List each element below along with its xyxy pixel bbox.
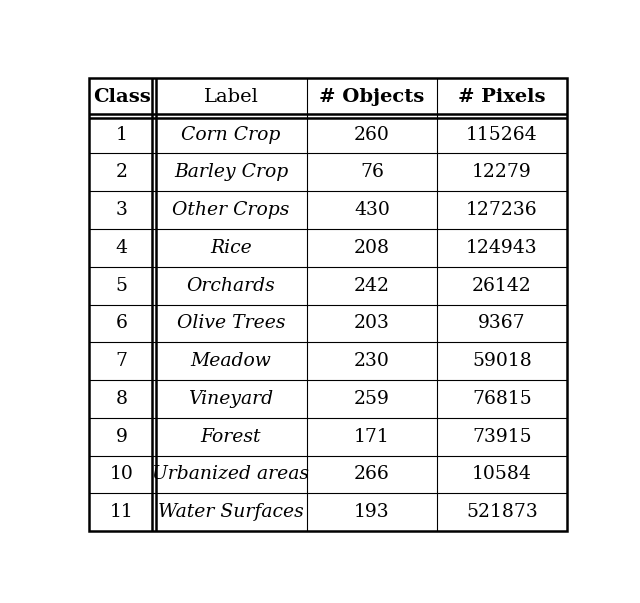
Text: Olive Trees: Olive Trees <box>177 314 285 332</box>
Text: 260: 260 <box>354 125 390 144</box>
Text: 521873: 521873 <box>466 504 538 521</box>
Text: # Objects: # Objects <box>319 88 424 106</box>
Text: Forest: Forest <box>201 428 261 446</box>
Text: Rice: Rice <box>210 239 252 257</box>
Text: 7: 7 <box>116 352 128 370</box>
Text: Label: Label <box>204 88 259 106</box>
Text: 203: 203 <box>354 314 390 332</box>
Text: Class: Class <box>93 88 150 106</box>
Text: # Pixels: # Pixels <box>458 88 545 106</box>
Text: 9: 9 <box>116 428 127 446</box>
Text: 10584: 10584 <box>472 466 532 484</box>
Text: 193: 193 <box>354 504 390 521</box>
Text: 11: 11 <box>110 504 134 521</box>
Text: 259: 259 <box>354 390 390 408</box>
Text: 12279: 12279 <box>472 163 532 182</box>
Text: 2: 2 <box>116 163 128 182</box>
Text: 59018: 59018 <box>472 352 532 370</box>
Text: 430: 430 <box>354 201 390 219</box>
Text: Barley Crop: Barley Crop <box>174 163 288 182</box>
Text: 208: 208 <box>354 239 390 257</box>
Text: 3: 3 <box>116 201 127 219</box>
Text: 9367: 9367 <box>478 314 525 332</box>
Text: Meadow: Meadow <box>191 352 271 370</box>
Text: 4: 4 <box>116 239 128 257</box>
Text: 10: 10 <box>109 466 134 484</box>
Text: 5: 5 <box>116 277 128 295</box>
Text: 115264: 115264 <box>466 125 538 144</box>
Text: 242: 242 <box>354 277 390 295</box>
Text: 6: 6 <box>116 314 127 332</box>
Text: 76815: 76815 <box>472 390 532 408</box>
Text: Vineyard: Vineyard <box>188 390 273 408</box>
Text: 127236: 127236 <box>466 201 538 219</box>
Text: Urbanized areas: Urbanized areas <box>152 466 309 484</box>
Text: Water Surfaces: Water Surfaces <box>158 504 304 521</box>
Text: 1: 1 <box>116 125 127 144</box>
Text: Other Crops: Other Crops <box>172 201 290 219</box>
Text: 124943: 124943 <box>466 239 538 257</box>
Text: 76: 76 <box>360 163 384 182</box>
Text: Corn Crop: Corn Crop <box>181 125 280 144</box>
Text: 230: 230 <box>354 352 390 370</box>
Text: 73915: 73915 <box>472 428 532 446</box>
Text: 26142: 26142 <box>472 277 532 295</box>
Text: Orchards: Orchards <box>187 277 275 295</box>
Text: 266: 266 <box>354 466 390 484</box>
Text: 171: 171 <box>354 428 390 446</box>
Text: 8: 8 <box>116 390 128 408</box>
